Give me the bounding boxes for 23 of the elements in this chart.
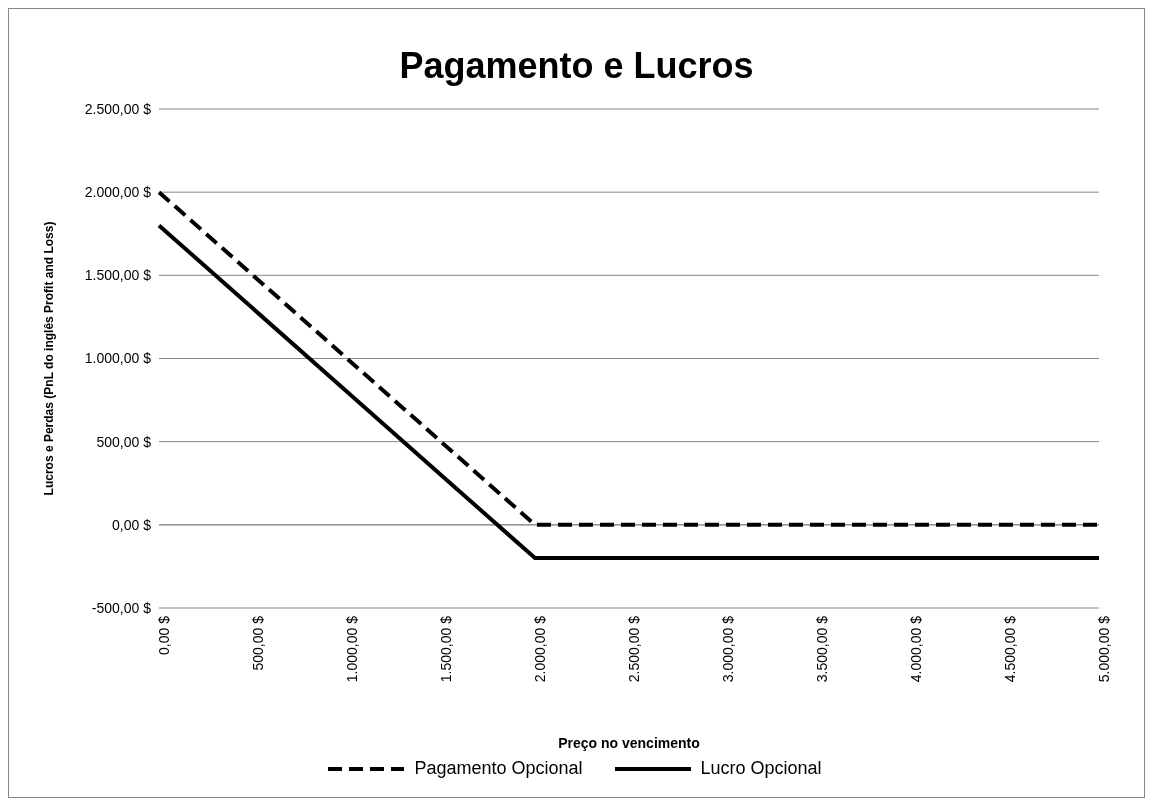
chart-title: Pagamento e Lucros — [398, 45, 755, 87]
x-tick-label: 3.500,00 $ — [813, 615, 830, 683]
x-tick-label: 3.000,00 $ — [719, 615, 736, 683]
legend-label: Pagamento Opcional — [414, 758, 583, 779]
line-series — [157, 223, 1101, 561]
legend-label: Lucro Opcional — [700, 758, 822, 779]
x-tick-label: 4.500,00 $ — [1001, 615, 1018, 683]
y-axis-title: Lucros e Perdas (PnL do inglês Profit and Loss) — [42, 221, 57, 496]
y-tick-label: 1.000,00 $ — [84, 350, 152, 367]
x-tick-label: 5.000,00 $ — [1095, 615, 1112, 683]
x-tick-label: 500,00 $ — [249, 615, 266, 671]
y-tick-label: 0,00 $ — [112, 516, 152, 533]
x-tick-label: 1.500,00 $ — [437, 615, 454, 683]
x-tick-label: 2.500,00 $ — [625, 615, 642, 683]
x-tick-label: 1.000,00 $ — [343, 615, 360, 683]
x-axis-title: Preço no vencimento — [558, 735, 700, 751]
y-tick-label: -500,00 $ — [91, 599, 152, 616]
y-tick-label: 2.500,00 $ — [84, 100, 152, 117]
x-tick-label: 4.000,00 $ — [907, 615, 924, 683]
y-tick-label: 1.500,00 $ — [84, 267, 152, 284]
y-tick-label: 2.000,00 $ — [84, 184, 152, 201]
x-tick-label: 2.000,00 $ — [531, 615, 548, 683]
y-tick-label: 500,00 $ — [96, 433, 152, 450]
